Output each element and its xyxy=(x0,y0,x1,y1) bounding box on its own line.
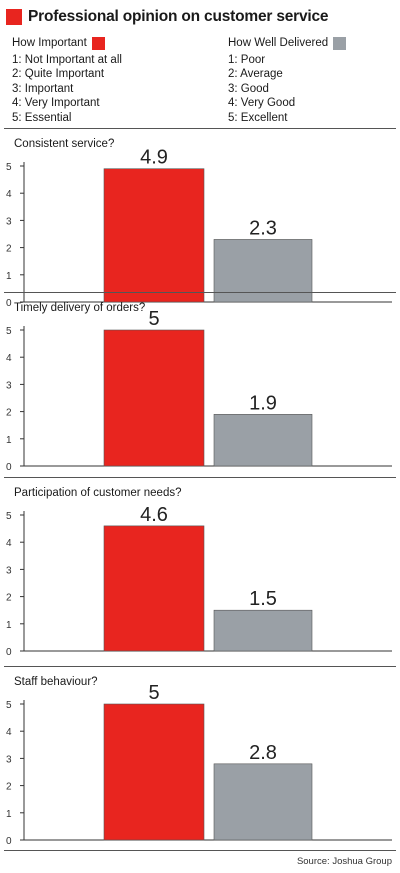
panel-question: Staff behaviour? xyxy=(14,676,98,688)
legend-item: 4: Very Important xyxy=(12,97,100,109)
source-note: Source: Joshua Group xyxy=(296,856,392,867)
bar-chart: 0 1 2 3 4 5 4.6 1.5 xyxy=(6,504,392,658)
legend-delivered-label: How Well Delivered xyxy=(228,37,329,49)
chart-panel: Staff behaviour? 0 1 2 3 4 5 5 2.8 xyxy=(0,672,400,852)
y-tick-label: 4 xyxy=(6,189,12,200)
bar-delivered xyxy=(213,414,313,467)
value-label-delivered: 1.9 xyxy=(249,392,277,414)
y-tick-label: 5 xyxy=(6,162,12,173)
value-label-important: 4.9 xyxy=(140,147,168,169)
y-tick-label: 4 xyxy=(6,538,12,549)
legend-item: 3: Good xyxy=(228,82,269,95)
y-tick-label: 5 xyxy=(6,700,12,711)
panel-divider xyxy=(4,666,396,667)
y-tick-label: 2 xyxy=(6,593,12,604)
chart-panel: Consistent service? 0 1 2 3 4 5 4.9 2.3 xyxy=(0,134,400,314)
bar-important xyxy=(103,329,205,467)
y-tick-label: 0 xyxy=(6,836,12,847)
bar-delivered xyxy=(213,763,313,841)
y-tick-label: 4 xyxy=(6,727,12,738)
chart-title: Professional opinion on customer service xyxy=(28,8,329,25)
legend-item: 5: Essential xyxy=(12,111,72,124)
y-tick-label: 0 xyxy=(6,298,12,309)
legend-item: 3: Important xyxy=(12,82,74,95)
value-label-delivered: 1.5 xyxy=(249,588,277,610)
y-tick-label: 4 xyxy=(6,353,12,364)
bar-important xyxy=(103,703,205,841)
legend-important: How Important 1: Not Important at all 2:… xyxy=(12,36,122,125)
legend-important-label: How Important xyxy=(12,37,87,49)
legend-item: 2: Average xyxy=(228,68,283,80)
y-tick-label: 5 xyxy=(6,511,12,522)
legend-item: 1: Poor xyxy=(228,53,266,66)
bar-chart: 0 1 2 3 4 5 5 1.9 xyxy=(6,308,392,473)
panel-question: Timely delivery of orders? xyxy=(14,302,146,314)
y-tick-label: 0 xyxy=(6,462,12,473)
y-tick-label: 1 xyxy=(6,271,12,282)
value-label-delivered: 2.3 xyxy=(249,217,277,239)
y-tick-label: 1 xyxy=(6,809,12,820)
bar-important xyxy=(103,168,205,303)
y-tick-label: 3 xyxy=(6,380,12,391)
y-tick-label: 3 xyxy=(6,754,12,765)
y-tick-label: 1 xyxy=(6,620,12,631)
value-label-important: 5 xyxy=(148,308,159,330)
value-label-important: 5 xyxy=(148,682,159,704)
y-tick-label: 2 xyxy=(6,408,12,419)
legend-important-swatch xyxy=(91,36,105,50)
title-square-icon xyxy=(6,9,22,25)
bar-chart: 0 1 2 3 4 5 5 2.8 xyxy=(6,682,392,847)
chart-panel: Participation of customer needs? 0 1 2 3 4 5 4.… xyxy=(0,483,400,663)
bar-chart: 0 1 2 3 4 5 4.9 2.3 xyxy=(6,147,392,309)
y-tick-label: 3 xyxy=(6,565,12,576)
panel-question: Participation of customer needs? xyxy=(14,487,182,499)
legend-item: 1: Not Important at all xyxy=(12,53,122,66)
y-tick-label: 0 xyxy=(6,647,12,658)
y-tick-label: 2 xyxy=(6,782,12,793)
legend-delivered-swatch xyxy=(333,36,347,50)
legend-item: 5: Excellent xyxy=(228,111,288,124)
y-tick-label: 5 xyxy=(6,326,12,337)
value-label-important: 4.6 xyxy=(140,504,168,526)
y-tick-label: 1 xyxy=(6,435,12,446)
panel-divider xyxy=(4,292,396,293)
legend-delivered: How Well Delivered 1: Poor 2: Average 3:… xyxy=(228,36,347,125)
legend-item: 4: Very Good xyxy=(228,97,296,109)
y-tick-label: 3 xyxy=(6,216,12,227)
chart-panel: Timely delivery of orders? 0 1 2 3 4 5 5 1.9 xyxy=(0,298,400,478)
value-label-delivered: 2.8 xyxy=(249,742,277,764)
bar-delivered xyxy=(213,239,313,303)
legend-item: 2: Quite Important xyxy=(12,68,105,80)
panel-divider xyxy=(4,128,396,129)
panel-question: Consistent service? xyxy=(14,138,115,150)
panel-divider xyxy=(4,850,396,851)
panel-divider xyxy=(4,477,396,478)
title-row: Professional opinion on customer service xyxy=(6,6,329,28)
bar-important xyxy=(103,525,205,652)
y-tick-label: 2 xyxy=(6,244,12,255)
bar-delivered xyxy=(213,609,313,652)
